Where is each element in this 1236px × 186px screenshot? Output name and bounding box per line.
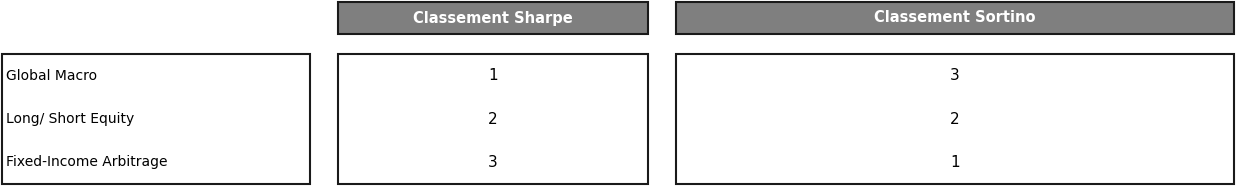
Text: Global Macro: Global Macro — [6, 69, 98, 83]
FancyBboxPatch shape — [2, 54, 310, 184]
Text: Classement Sharpe: Classement Sharpe — [413, 10, 572, 25]
Text: 2: 2 — [488, 111, 498, 126]
Text: Classement Sortino: Classement Sortino — [874, 10, 1036, 25]
FancyBboxPatch shape — [337, 54, 648, 184]
FancyBboxPatch shape — [676, 2, 1234, 34]
FancyBboxPatch shape — [676, 54, 1234, 184]
Text: Long/ Short Equity: Long/ Short Equity — [6, 112, 135, 126]
Text: 2: 2 — [950, 111, 960, 126]
Text: Fixed-Income Arbitrage: Fixed-Income Arbitrage — [6, 155, 168, 169]
Text: 3: 3 — [950, 68, 960, 83]
Text: 3: 3 — [488, 155, 498, 170]
Text: 1: 1 — [488, 68, 498, 83]
Text: 1: 1 — [950, 155, 960, 170]
FancyBboxPatch shape — [337, 2, 648, 34]
